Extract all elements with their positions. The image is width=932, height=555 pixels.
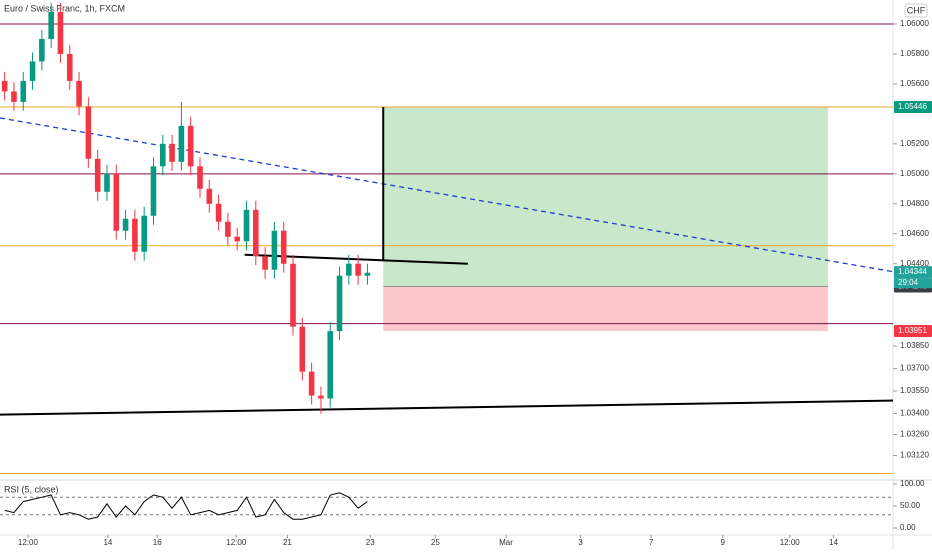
y-tick-label: 1.03260 <box>900 430 929 439</box>
candle-body <box>178 125 185 162</box>
candle-body <box>57 11 64 54</box>
candle-body <box>318 395 324 399</box>
x-tick-label: 12:00 <box>18 538 39 547</box>
price-tag-label: 1.04344 <box>898 267 927 276</box>
candle-body <box>76 80 82 107</box>
y-tick-label: 1.06000 <box>900 19 929 28</box>
x-tick-label: 3 <box>578 538 583 547</box>
trendline <box>0 117 894 273</box>
candle-body <box>187 125 194 167</box>
loss-zone <box>383 286 828 332</box>
currency-badge[interactable] <box>904 3 928 18</box>
x-tick-label: 12:00 <box>226 538 247 547</box>
candle-body <box>104 173 110 192</box>
candle-body <box>113 173 120 231</box>
candle-body <box>206 188 213 204</box>
y-tick-label: 1.03700 <box>900 364 929 373</box>
candle-body <box>262 256 268 270</box>
price-tag-label: 1.03951 <box>898 326 927 335</box>
candle-body <box>48 11 54 39</box>
y-tick-label: 1.05200 <box>900 139 929 148</box>
y-tick-label: 1.05800 <box>900 49 929 58</box>
candle-body <box>132 218 138 252</box>
profit-zone <box>383 106 828 287</box>
candle-body <box>336 275 343 332</box>
candle-body <box>11 91 17 102</box>
x-tick-label: 12:00 <box>780 538 801 547</box>
countdown-tag <box>894 278 932 289</box>
y-tick-label: 1.04600 <box>900 229 929 238</box>
candle-body <box>253 209 259 257</box>
price-tag <box>894 100 932 113</box>
rsi-title: RSI (5, close) <box>4 484 59 494</box>
x-tick-label: 7 <box>649 538 654 547</box>
candle-body <box>122 218 129 231</box>
x-tick-label: 21 <box>283 538 292 547</box>
candle-body <box>225 221 231 237</box>
candle-body <box>66 53 73 81</box>
rsi-tick-label: 100.00 <box>900 479 925 488</box>
chart-title: Euro / Swiss Franc, 1h, FXCM <box>4 3 125 13</box>
rsi-tick-label: 0.00 <box>900 523 916 532</box>
y-tick-label: 1.03550 <box>900 386 929 395</box>
y-tick-label: 1.04400 <box>900 259 929 268</box>
y-tick-label: 1.03120 <box>900 451 929 460</box>
x-tick-label: 25 <box>431 538 440 547</box>
y-tick-label: 1.05000 <box>900 169 929 178</box>
candle-body <box>290 263 296 327</box>
currency: CHF <box>907 5 926 15</box>
trendline <box>0 399 894 416</box>
price-tag-label: 1.05446 <box>898 102 927 111</box>
candle-body <box>85 106 92 159</box>
candle-body <box>355 263 361 276</box>
candle-body <box>234 236 240 242</box>
rsi-line <box>4 492 368 520</box>
candle-body <box>29 61 36 81</box>
candle-body <box>1 80 8 92</box>
x-tick-label: 16 <box>153 538 162 547</box>
candle-body <box>280 230 287 264</box>
candle-body <box>169 143 175 162</box>
candle-body <box>271 230 278 270</box>
x-tick-label: 14 <box>829 538 838 547</box>
candle-body <box>215 203 222 222</box>
candle-body <box>39 38 45 62</box>
candle-body <box>364 272 371 276</box>
y-tick-label: 1.05600 <box>900 79 929 88</box>
candle-body <box>299 326 306 372</box>
candle-body <box>141 215 147 252</box>
candle-body <box>346 263 352 276</box>
candle-body <box>94 158 101 192</box>
rsi-tick-label: 50.00 <box>900 501 921 510</box>
countdown: 29:04 <box>898 278 919 287</box>
y-tick-label: 1.03400 <box>900 409 929 418</box>
candle-body <box>197 166 203 189</box>
y-tick-label: 1.04800 <box>900 199 929 208</box>
x-tick-label: 14 <box>103 538 112 547</box>
candle-body <box>308 371 315 396</box>
candle-body <box>150 166 157 216</box>
y-tick-label: 1.03850 <box>900 341 929 350</box>
candle-body <box>327 331 334 399</box>
candle-body <box>243 209 250 242</box>
candle-body <box>20 80 27 102</box>
candle-body <box>159 143 166 167</box>
price-tag <box>894 325 932 338</box>
x-tick-label: 23 <box>366 538 375 547</box>
price-tag <box>894 266 932 279</box>
x-tick-label: Mar <box>499 538 513 547</box>
x-tick-label: 9 <box>721 538 726 547</box>
